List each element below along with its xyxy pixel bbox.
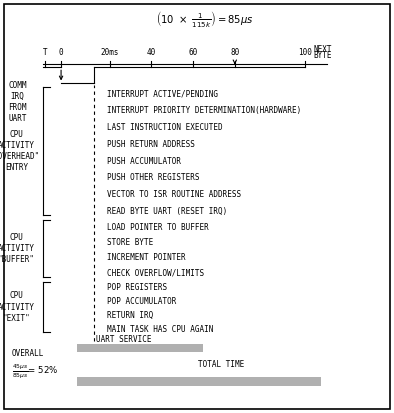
- Text: READ BYTE UART (RESET IRQ): READ BYTE UART (RESET IRQ): [107, 207, 227, 216]
- Text: T: T: [43, 47, 48, 57]
- Text: 40: 40: [147, 47, 156, 57]
- Text: 0: 0: [59, 47, 63, 57]
- Text: TOTAL TIME: TOTAL TIME: [197, 360, 244, 369]
- Text: INTERRUPT ACTIVE/PENDING: INTERRUPT ACTIVE/PENDING: [107, 90, 218, 99]
- Text: OVERALL: OVERALL: [12, 349, 44, 358]
- Bar: [77, 344, 203, 352]
- Text: LOAD POINTER TO BUFFER: LOAD POINTER TO BUFFER: [107, 223, 209, 233]
- Text: PUSH OTHER REGISTERS: PUSH OTHER REGISTERS: [107, 173, 200, 183]
- Text: POP REGISTERS: POP REGISTERS: [107, 283, 167, 292]
- Text: STORE BYTE: STORE BYTE: [107, 238, 153, 247]
- Text: 80: 80: [230, 47, 240, 57]
- Text: VECTOR TO ISR ROUTINE ADDRESS: VECTOR TO ISR ROUTINE ADDRESS: [107, 190, 241, 199]
- Text: NEXT: NEXT: [313, 45, 332, 54]
- Text: COMM
IRQ
FROM
UART: COMM IRQ FROM UART: [9, 81, 27, 123]
- Text: PUSH RETURN ADDRESS: PUSH RETURN ADDRESS: [107, 140, 195, 149]
- Text: $\left(10\ \times\ \frac{1}{115k}\right) = 85\mu s$: $\left(10\ \times\ \frac{1}{115k}\right)…: [156, 9, 254, 28]
- Text: RETURN IRQ: RETURN IRQ: [107, 311, 153, 320]
- Text: 20ms: 20ms: [100, 47, 119, 57]
- Text: 100: 100: [298, 47, 312, 57]
- Text: BYTE: BYTE: [313, 51, 332, 60]
- Text: POP ACCUMULATOR: POP ACCUMULATOR: [107, 297, 177, 306]
- Text: CPU
ACTIVITY
"EXIT": CPU ACTIVITY "EXIT": [0, 292, 35, 323]
- Text: MAIN TASK HAS CPU AGAIN: MAIN TASK HAS CPU AGAIN: [107, 325, 214, 334]
- Text: 60: 60: [188, 47, 198, 57]
- Text: CHECK OVERFLOW/LIMITS: CHECK OVERFLOW/LIMITS: [107, 268, 204, 277]
- Text: $\frac{45\mu s}{85\mu s}$= 52%: $\frac{45\mu s}{85\mu s}$= 52%: [12, 363, 58, 381]
- Text: CPU
ACTIVITY
"OVERHEAD"
ENTRY: CPU ACTIVITY "OVERHEAD" ENTRY: [0, 130, 40, 172]
- Text: UART SERVICE: UART SERVICE: [96, 335, 151, 344]
- Text: INCREMENT POINTER: INCREMENT POINTER: [107, 253, 186, 262]
- Bar: [77, 377, 321, 386]
- Text: CPU
ACTIVITY
"BUFFER": CPU ACTIVITY "BUFFER": [0, 233, 35, 264]
- Text: LAST INSTRUCTION EXECUTED: LAST INSTRUCTION EXECUTED: [107, 123, 223, 132]
- Text: INTERRUPT PRIORITY DETERMINATION(HARDWARE): INTERRUPT PRIORITY DETERMINATION(HARDWAR…: [107, 107, 301, 115]
- Text: PUSH ACCUMULATOR: PUSH ACCUMULATOR: [107, 157, 181, 166]
